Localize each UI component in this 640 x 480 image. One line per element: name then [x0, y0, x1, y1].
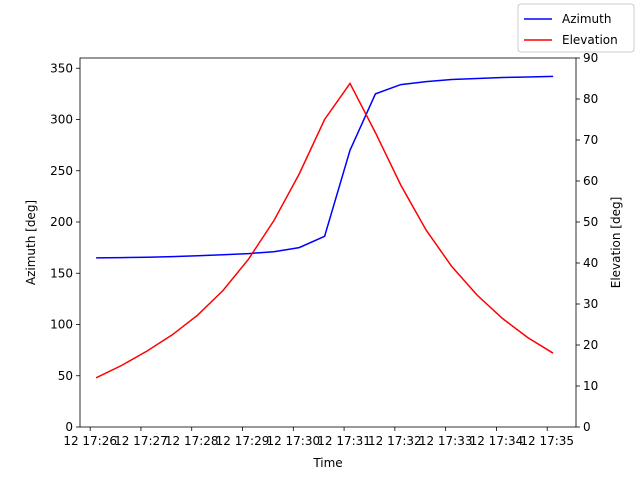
x-tick-label: 12 17:28 — [165, 434, 219, 448]
plot-frame — [79, 57, 577, 428]
left-y-tick-label: 150 — [50, 266, 73, 280]
legend: Azimuth Elevation — [517, 3, 635, 53]
left-y-axis-label: Azimuth [deg] — [24, 200, 38, 285]
x-tick-label: 12 17:34 — [470, 434, 524, 448]
left-y-axis-ticks: 0 50 100 150 200 250 300 350 — [50, 61, 80, 434]
right-y-tick-label: 10 — [583, 379, 598, 393]
legend-label-elevation: Elevation — [562, 33, 618, 47]
right-y-tick-label: 70 — [583, 133, 598, 147]
right-y-tick-label: 0 — [583, 420, 591, 434]
x-axis-label: Time — [312, 456, 342, 470]
left-y-tick-label: 200 — [50, 215, 73, 229]
x-tick-label: 12 17:26 — [63, 434, 117, 448]
left-y-tick-label: 50 — [58, 369, 73, 383]
right-y-tick-label: 40 — [583, 256, 598, 270]
left-y-tick-label: 100 — [50, 318, 73, 332]
right-y-axis-label: Elevation [deg] — [609, 197, 623, 289]
right-y-axis-ticks: 0 10 20 30 40 50 60 70 80 90 — [576, 51, 598, 434]
right-y-tick-label: 90 — [583, 51, 598, 65]
right-y-tick-label: 20 — [583, 338, 598, 352]
series-line-azimuth — [96, 75, 554, 259]
right-y-tick-label: 60 — [583, 174, 598, 188]
x-tick-label: 12 17:30 — [266, 434, 320, 448]
right-y-tick-label: 50 — [583, 215, 598, 229]
series-line-elevation — [95, 81, 554, 379]
x-tick-label: 12 17:27 — [114, 434, 168, 448]
left-y-tick-label: 0 — [65, 420, 73, 434]
x-tick-label: 12 17:31 — [317, 434, 371, 448]
x-tick-label: 12 17:29 — [216, 434, 270, 448]
left-y-tick-label: 300 — [50, 113, 73, 127]
x-tick-label: 12 17:33 — [419, 434, 473, 448]
left-y-tick-label: 250 — [50, 164, 73, 178]
plot-lines — [95, 75, 554, 379]
x-tick-label: 12 17:32 — [368, 434, 422, 448]
legend-label-azimuth: Azimuth — [562, 12, 611, 26]
right-y-tick-label: 30 — [583, 297, 598, 311]
x-tick-label: 12 17:35 — [520, 434, 574, 448]
left-y-tick-label: 350 — [50, 61, 73, 75]
right-y-tick-label: 80 — [583, 92, 598, 106]
